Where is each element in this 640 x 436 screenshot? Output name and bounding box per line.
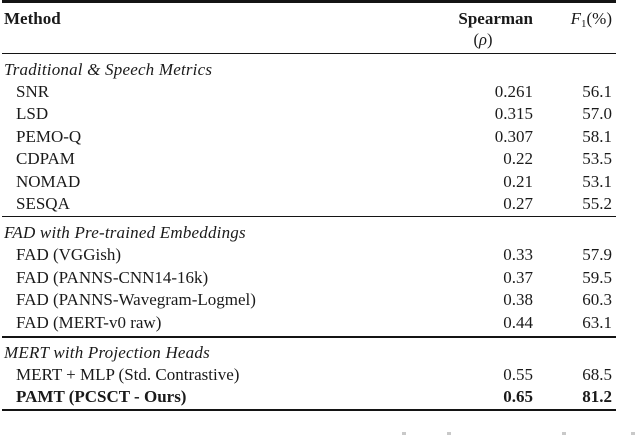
spearman-value: 0.21 [503, 171, 533, 191]
table-toprule [2, 0, 616, 3]
f1-value: 60.3 [582, 290, 612, 310]
f1-value: 58.1 [582, 126, 612, 146]
clipped-caption-fragment [402, 432, 406, 435]
section-heading: FAD with Pre-trained Embeddings [4, 223, 246, 243]
header-f1-letter: F [570, 8, 582, 28]
rho-symbol: ρ [479, 29, 487, 49]
spearman-value: 0.315 [494, 104, 533, 124]
f1-value: 57.0 [582, 104, 612, 124]
spearman-value: 0.65 [503, 387, 533, 407]
header-row-2: (ρ) [2, 29, 616, 50]
table-row: LSD 0.315 57.0 [2, 103, 616, 126]
method-cell: SNR [16, 81, 50, 101]
header-spearman: Spearman [458, 8, 533, 28]
spearman-value: 0.22 [503, 149, 533, 169]
method-cell: PAMT (PCSCT - Ours) [16, 387, 187, 407]
header-f1-subscript: 1 [581, 17, 587, 30]
table-row: SESQA 0.27 55.2 [2, 193, 616, 216]
header-row-1: Method Spearman F1(%) [2, 8, 616, 30]
table-row: FAD (PANNS-CNN14-16k) 0.37 59.5 [2, 267, 616, 290]
f1-value: 55.2 [582, 194, 612, 214]
section-heading: MERT with Projection Heads [4, 342, 210, 362]
method-cell: MERT + MLP (Std. Contrastive) [16, 364, 240, 384]
table-bottomrule [2, 408, 616, 412]
table-row: NOMAD 0.21 53.1 [2, 171, 616, 194]
f1-value: 53.5 [582, 149, 612, 169]
method-cell: PEMO-Q [16, 126, 82, 146]
f1-value: 53.1 [582, 171, 612, 191]
header-method: Method [4, 8, 61, 28]
spearman-value: 0.33 [503, 245, 533, 265]
spearman-value: 0.38 [503, 290, 533, 310]
table-row: MERT + MLP (Std. Contrastive) 0.55 68.5 [2, 364, 616, 387]
method-cell: CDPAM [16, 149, 75, 169]
spearman-value: 0.37 [503, 267, 533, 287]
method-cell: LSD [16, 104, 49, 124]
method-cell: FAD (VGGish) [16, 245, 121, 265]
f1-value: 57.9 [582, 245, 612, 265]
header-f1-suffix: (%) [586, 8, 612, 28]
header-f1: F1(%) [533, 8, 612, 30]
spearman-value: 0.27 [503, 194, 533, 214]
table-row: PEMO-Q 0.307 58.1 [2, 126, 616, 149]
header-rho: (ρ) [433, 29, 533, 50]
table-midrule-1 [2, 215, 616, 218]
results-table: Method Spearman F1(%) (ρ) Traditional & … [2, 0, 616, 412]
header-rho-close: ) [486, 29, 493, 49]
table-row: CDPAM 0.22 53.5 [2, 148, 616, 171]
method-cell: FAD (PANNS-CNN14-16k) [16, 267, 209, 287]
section-mert-projection-heads: MERT with Projection Heads MERT + MLP (S… [2, 338, 616, 409]
spearman-value: 0.44 [503, 312, 533, 332]
f1-value: 81.2 [582, 387, 612, 407]
method-cell: SESQA [16, 194, 70, 214]
table-midrule-2 [2, 336, 616, 338]
method-cell: NOMAD [16, 171, 81, 191]
method-cell: FAD (PANNS-Wavegram-Logmel) [16, 290, 256, 310]
table-row: FAD (PANNS-Wavegram-Logmel) 0.38 60.3 [2, 289, 616, 312]
header-rho-open: ( [473, 29, 480, 49]
table-row-ours-highlighted: PAMT (PCSCT - Ours) 0.65 81.2 [2, 386, 616, 409]
clipped-caption-fragment [447, 432, 451, 435]
spearman-value: 0.55 [503, 364, 533, 384]
table-header: Method Spearman F1(%) (ρ) [2, 3, 616, 53]
section-fad-pretrained-embeddings: FAD with Pre-trained Embeddings FAD (VGG… [2, 217, 616, 336]
f1-value: 63.1 [582, 312, 612, 332]
table-row: FAD (MERT-v0 raw) 0.44 63.1 [2, 312, 616, 335]
f1-value: 59.5 [582, 267, 612, 287]
clipped-caption-fragment [631, 432, 635, 435]
f1-value: 56.1 [582, 81, 612, 101]
section-heading: Traditional & Speech Metrics [4, 59, 213, 79]
table-midrule-header [2, 52, 616, 54]
table-row: FAD (VGGish) 0.33 57.9 [2, 244, 616, 267]
spearman-value: 0.307 [494, 126, 533, 146]
clipped-caption-fragment [562, 432, 566, 435]
f1-value: 68.5 [582, 364, 612, 384]
section-traditional-speech-metrics: Traditional & Speech Metrics SNR 0.261 5… [2, 54, 616, 216]
method-cell: FAD (MERT-v0 raw) [16, 312, 162, 332]
spearman-value: 0.261 [494, 81, 533, 101]
table-row: SNR 0.261 56.1 [2, 81, 616, 104]
